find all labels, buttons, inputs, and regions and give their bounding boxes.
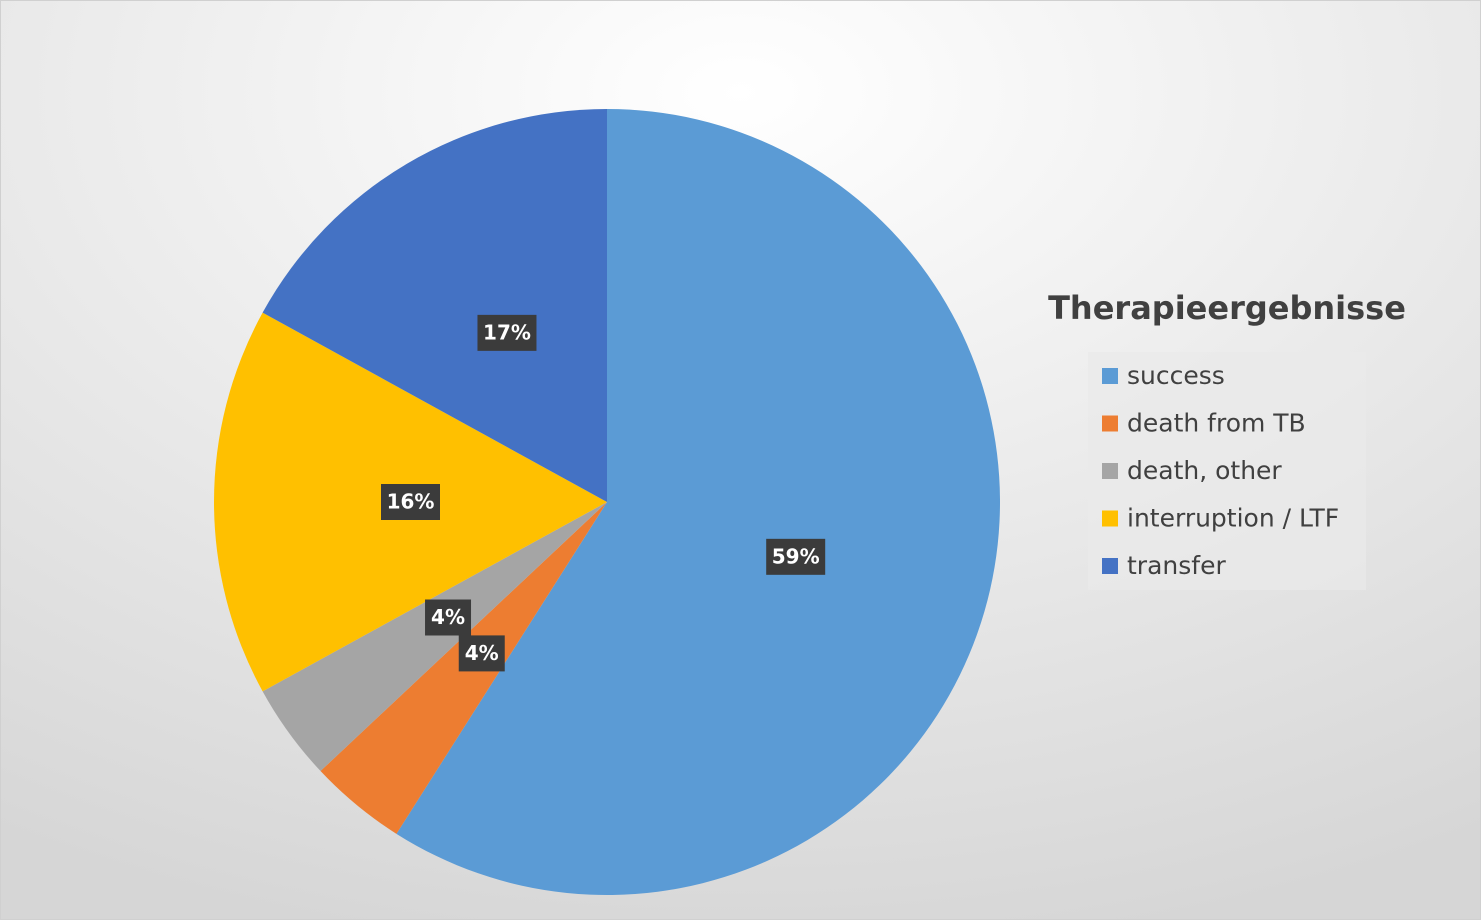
legend-box [1088,352,1366,590]
data-label: 4% [465,641,499,665]
legend-swatch [1102,510,1118,527]
legend-swatch [1102,415,1118,432]
legend-swatch [1102,368,1118,384]
legend-label: death from TB [1127,409,1306,438]
legend-label: interruption / LTF [1127,504,1339,533]
data-label-box [458,635,505,672]
legend-title: Therapieergebnisse [1048,289,1406,327]
data-label: 4% [431,605,465,629]
data-label-box [477,314,537,351]
data-label-box [766,538,826,575]
data-label-box [381,484,440,520]
legend-label: death, other [1127,456,1282,485]
data-label: 16% [387,490,435,514]
pie-slice [262,109,607,502]
pie-slice [396,109,1001,895]
pie-slice [262,502,607,772]
legend-swatch [1102,558,1118,574]
data-label: 17% [483,320,531,344]
data-label-box [425,599,472,636]
legend-label: success [1127,361,1225,390]
data-label: 59% [772,544,820,568]
legend-swatch [1102,463,1118,479]
legend-label: transfer [1127,551,1226,580]
